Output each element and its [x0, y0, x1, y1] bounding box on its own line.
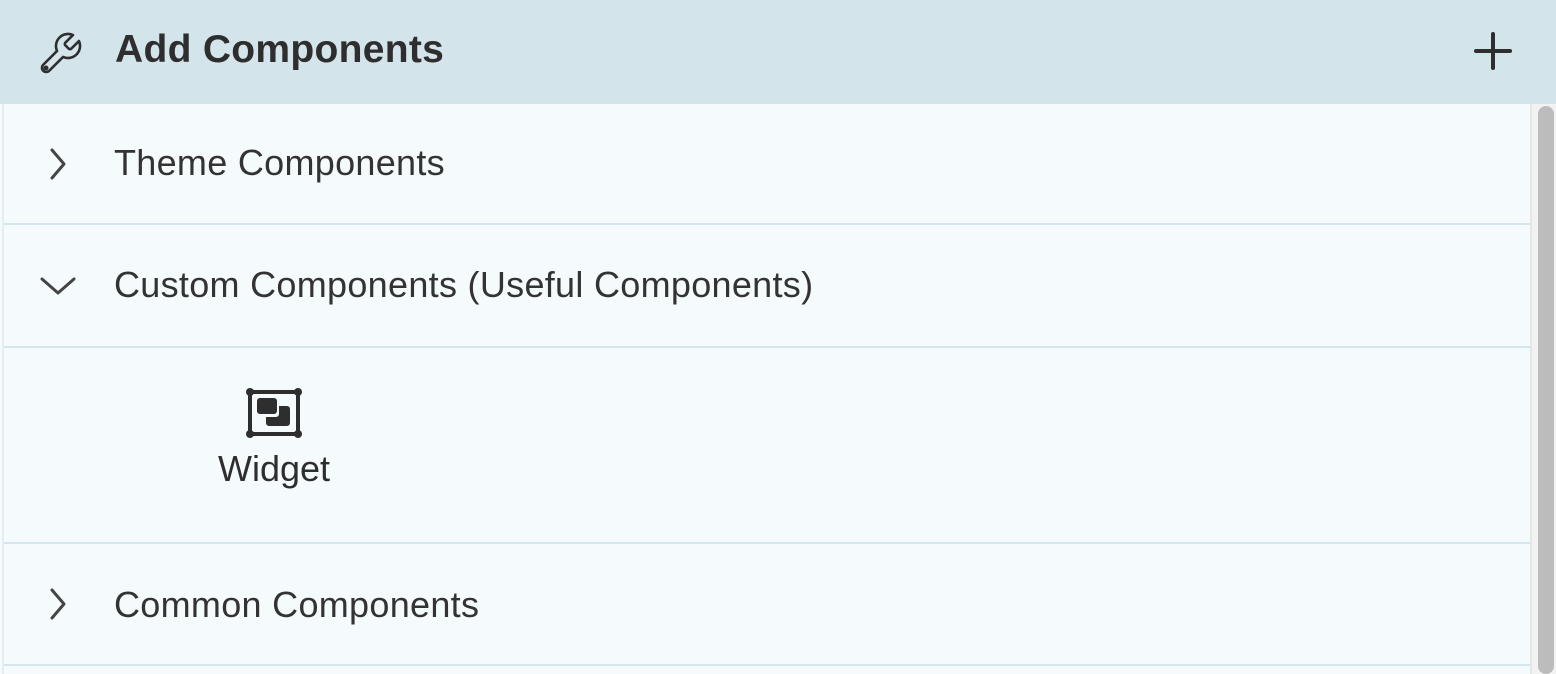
scrollbar-thumb[interactable] [1538, 106, 1554, 674]
wrench-icon [40, 32, 82, 74]
widget-component[interactable]: Widget [199, 388, 349, 490]
panel-title: Add Components [115, 28, 445, 71]
widget-label: Widget [217, 448, 331, 489]
section-common-components[interactable]: Common Components [4, 544, 1532, 666]
chevron-down-icon [40, 277, 76, 295]
chevron-right-icon [50, 588, 66, 620]
section-custom-components[interactable]: Custom Components (Useful Components) [4, 225, 1532, 348]
section-custom-components-content: Widget [4, 348, 1532, 544]
widget-icon [246, 388, 302, 438]
section-label: Common Components [114, 584, 480, 625]
chevron-right-icon [50, 148, 66, 180]
section-theme-components[interactable]: Theme Components [4, 104, 1532, 225]
scrollbar[interactable] [1530, 104, 1556, 674]
components-list: Theme Components Custom Components (Usef… [2, 104, 1532, 674]
plus-icon[interactable] [1472, 30, 1514, 72]
section-label: Theme Components [114, 142, 445, 183]
panel-header: Add Components [0, 0, 1556, 104]
section-label: Custom Components (Useful Components) [114, 264, 814, 305]
